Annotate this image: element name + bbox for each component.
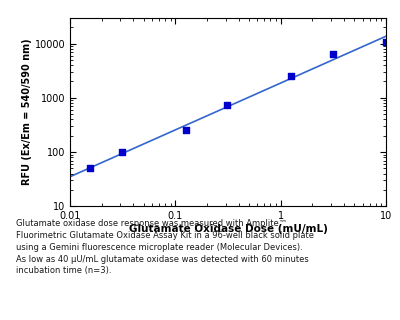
Point <box>288 74 294 79</box>
Point <box>87 166 94 171</box>
Point <box>182 128 189 133</box>
Point <box>383 40 389 45</box>
Text: Glutamate oxidase dose response was measured with Amplite™
Fluorimetric Glutamat: Glutamate oxidase dose response was meas… <box>16 219 314 276</box>
X-axis label: Glutamate Oxidase Dose (mU/mL): Glutamate Oxidase Dose (mU/mL) <box>128 224 328 234</box>
Point <box>224 102 231 107</box>
Point <box>119 149 125 155</box>
Y-axis label: RFU (Ex/Em = 540/590 nm): RFU (Ex/Em = 540/590 nm) <box>22 39 32 185</box>
Point <box>330 51 336 56</box>
